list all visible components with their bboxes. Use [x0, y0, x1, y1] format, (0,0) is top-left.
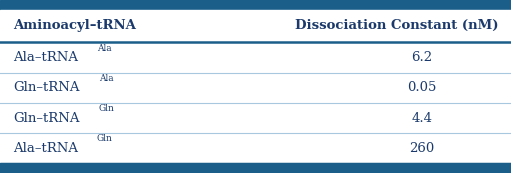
Bar: [0, 10, 511, 42]
Text: Ala–tRNA: Ala–tRNA: [13, 51, 78, 64]
Text: Ala: Ala: [99, 74, 113, 83]
Bar: [0, 163, 511, 173]
Text: Ala–tRNA: Ala–tRNA: [13, 142, 78, 155]
Bar: [0, 42, 511, 73]
Bar: [0, 133, 511, 163]
Text: Gln–tRNA: Gln–tRNA: [13, 81, 79, 94]
Text: 0.05: 0.05: [407, 81, 436, 94]
Bar: [0, 103, 511, 133]
Text: 260: 260: [409, 142, 434, 155]
Text: 6.2: 6.2: [411, 51, 432, 64]
Bar: [0, 73, 511, 103]
Text: Gln–tRNA: Gln–tRNA: [13, 112, 79, 125]
Text: Aminoacyl–tRNA: Aminoacyl–tRNA: [13, 19, 135, 33]
Text: Gln: Gln: [99, 104, 114, 113]
Bar: [0, 0, 511, 10]
Text: Gln: Gln: [97, 134, 112, 143]
Text: Ala: Ala: [97, 43, 111, 53]
Text: Dissociation Constant (nM): Dissociation Constant (nM): [295, 19, 498, 33]
Text: 4.4: 4.4: [411, 112, 432, 125]
